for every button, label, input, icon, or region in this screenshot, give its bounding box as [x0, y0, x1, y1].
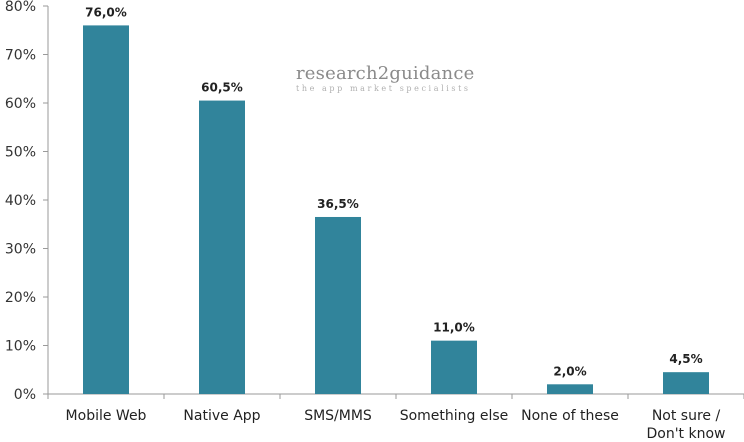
bar — [547, 384, 593, 394]
bar — [83, 25, 129, 395]
x-category-label: None of these — [521, 408, 619, 424]
y-tick-label: 10% — [5, 339, 36, 355]
data-label: 2,0% — [553, 364, 586, 378]
y-tick-label: 80% — [5, 0, 36, 15]
bar — [663, 372, 709, 394]
data-label: 76,0% — [85, 5, 127, 19]
data-label: 36,5% — [317, 197, 359, 211]
bar — [199, 100, 245, 394]
data-label: 4,5% — [669, 352, 702, 366]
y-tick-label: 60% — [5, 96, 36, 112]
y-tick-label: 0% — [14, 387, 36, 403]
y-tick-label: 20% — [5, 290, 36, 306]
bar — [315, 216, 361, 394]
x-category-label: Mobile Web — [66, 408, 147, 424]
x-category-label: Something else — [400, 408, 509, 424]
watermark-logo: research2guidance the app market special… — [296, 63, 475, 94]
x-category-label: Don't know — [646, 426, 725, 442]
data-label: 11,0% — [433, 321, 475, 335]
y-tick-label: 50% — [5, 145, 36, 161]
x-category-label: Not sure / — [652, 408, 721, 424]
y-tick-label: 40% — [5, 193, 36, 209]
watermark-tagline: the app market specialists — [296, 84, 471, 93]
x-category-label: SMS/MMS — [304, 408, 372, 424]
y-tick-label: 30% — [5, 242, 36, 258]
bar — [431, 340, 477, 394]
y-tick-label: 70% — [5, 48, 36, 64]
x-category-label: Native App — [183, 408, 260, 424]
watermark-name: research2guidance — [296, 63, 475, 84]
data-label: 60,5% — [201, 81, 243, 95]
